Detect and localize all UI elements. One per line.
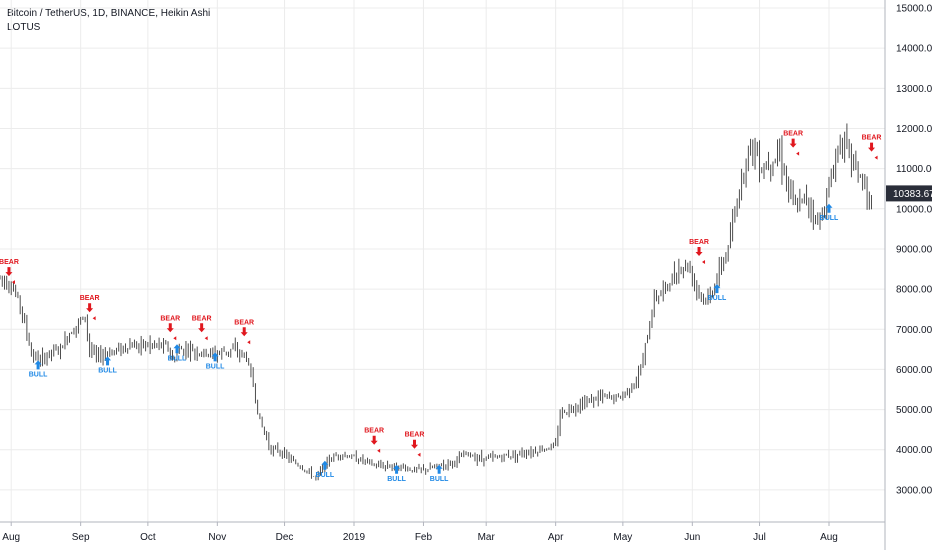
bull-signal-label: BULL: [29, 371, 48, 378]
x-tick-label: Jun: [684, 532, 700, 543]
y-tick-label: 7000.00: [896, 325, 932, 336]
bear-marker-icon: [11, 280, 15, 285]
bear-marker-icon: [874, 155, 878, 160]
bear-signal-label: BEAR: [192, 315, 212, 322]
bull-signal-label: BULL: [708, 295, 727, 302]
candles-group: [0, 123, 873, 481]
bear-marker-icon: [796, 151, 800, 156]
y-tick-label: 14000.00: [896, 44, 932, 55]
bear-arrow-icon: [5, 267, 13, 277]
bear-signal-label: BEAR: [862, 135, 882, 142]
bull-signal-label: BULL: [206, 363, 225, 370]
bear-marker-icon: [377, 448, 381, 453]
bear-arrow-icon: [198, 323, 206, 333]
bear-signal-label: BEAR: [364, 428, 384, 435]
x-tick-label: May: [613, 532, 632, 543]
x-tick-label: Jul: [753, 532, 766, 543]
bull-arrow-icon: [393, 464, 401, 474]
y-tick-label: 8000.00: [896, 285, 932, 296]
y-tick-label: 13000.00: [896, 84, 932, 95]
bull-signal-label: BULL: [98, 367, 117, 374]
y-tick-label: 6000.00: [896, 365, 932, 376]
bull-signal-label: BULL: [168, 355, 187, 362]
bull-arrow-icon: [713, 284, 721, 294]
bear-arrow-icon: [789, 138, 797, 148]
bull-signal-label: BULL: [820, 215, 839, 222]
y-tick-label: 12000.00: [896, 124, 932, 135]
bear-marker-icon: [204, 336, 208, 341]
x-tick-label: Aug: [2, 532, 20, 543]
bear-arrow-icon: [240, 327, 248, 337]
bull-arrow-icon: [825, 203, 833, 213]
bear-signal-label: BEAR: [234, 319, 254, 326]
bull-arrow-icon: [104, 356, 112, 366]
bear-arrow-icon: [86, 303, 94, 313]
symbol-line: Bitcoin / TetherUS, 1D, BINANCE, Heikin …: [7, 8, 211, 19]
y-tick-label: 4000.00: [896, 445, 932, 456]
bear-arrow-icon: [695, 247, 703, 256]
bear-signal-label: BEAR: [783, 131, 803, 138]
x-tick-label: Feb: [415, 532, 433, 543]
x-tick-label: Dec: [276, 532, 294, 543]
bear-arrow-icon: [410, 439, 418, 449]
y-tick-label: 10000.00: [896, 204, 932, 215]
bear-marker-icon: [173, 336, 177, 341]
bull-signal-label: BULL: [316, 472, 335, 479]
x-tick-label: Sep: [72, 532, 90, 543]
y-tick-label: 15000.00: [896, 4, 932, 15]
bull-arrow-icon: [211, 352, 219, 362]
bull-arrow-icon: [173, 344, 181, 354]
bull-arrow-icon: [34, 360, 42, 370]
x-tick-label: 2019: [343, 532, 366, 543]
y-tick-label: 11000.00: [896, 164, 932, 175]
bull-signal-label: BULL: [387, 476, 406, 483]
x-tick-label: Apr: [548, 532, 564, 543]
last-price-label: 10383.67: [893, 189, 932, 200]
bear-marker-icon: [92, 316, 96, 321]
bear-signal-label: BEAR: [689, 239, 709, 246]
bear-marker-icon: [702, 260, 706, 264]
bull-arrow-icon: [435, 464, 443, 474]
bear-signal-label: BEAR: [0, 259, 19, 266]
last-price-badge: [886, 185, 932, 202]
bear-marker-icon: [417, 452, 421, 457]
bear-signal-label: BEAR: [405, 432, 425, 439]
bear-signal-label: BEAR: [160, 315, 180, 322]
bear-marker-icon: [247, 340, 251, 345]
bull-signal-label: BULL: [430, 476, 449, 483]
bear-signal-label: BEAR: [80, 295, 100, 302]
x-tick-label: Nov: [208, 532, 226, 543]
y-tick-label: 5000.00: [896, 405, 932, 416]
bull-arrow-icon: [321, 460, 329, 470]
bear-arrow-icon: [166, 323, 174, 333]
y-tick-label: 3000.00: [896, 485, 932, 496]
x-tick-label: Oct: [140, 532, 156, 543]
bear-arrow-icon: [370, 435, 378, 445]
chart-legend: Bitcoin / TetherUS, 1D, BINANCE, Heikin …: [7, 7, 210, 35]
x-tick-label: Aug: [820, 532, 838, 543]
indicator-name: LOTUS: [7, 22, 41, 33]
bear-arrow-icon: [868, 142, 876, 152]
x-tick-label: Mar: [478, 532, 496, 543]
y-tick-label: 9000.00: [896, 244, 932, 255]
